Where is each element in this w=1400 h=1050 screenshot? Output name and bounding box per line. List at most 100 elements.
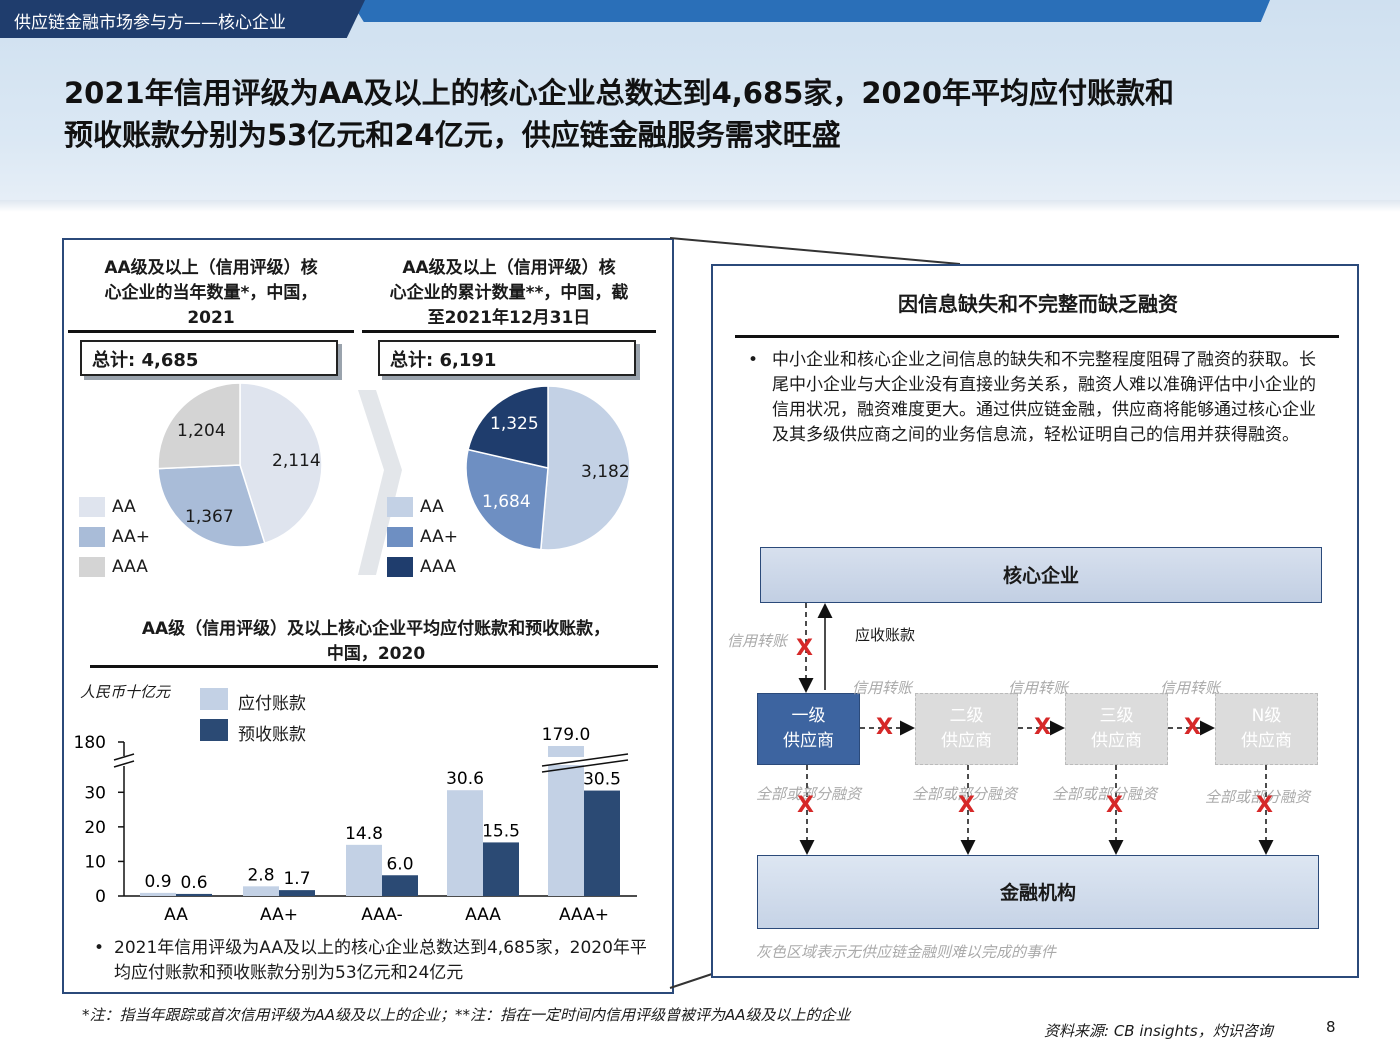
bar-axis-break-mark: [113, 760, 135, 768]
supplier-tier-1-line-2: 供应商: [783, 731, 834, 751]
pie2-label-aaa: 1,325: [490, 414, 539, 434]
bar-aaa-series-2: [483, 842, 519, 896]
x-mark-finance-2: X: [958, 793, 975, 818]
financial-institution-box: 金融机构: [757, 855, 1319, 929]
tier-link-label-3: 信用转账: [1160, 679, 1221, 697]
bar-value-label: 6.0: [386, 854, 413, 874]
bar-category-label: AA: [164, 905, 188, 925]
legend2-swatch-aaa: [387, 557, 413, 577]
finance-link-label-3: 全部或部分融资: [1052, 785, 1158, 803]
right-bullet-dot: •: [748, 350, 759, 370]
left-bullet: • 2021年信用评级为AA及以上的核心企业总数达到4,685家，2020年平均…: [94, 936, 656, 986]
bar-value-label: 2.8: [247, 865, 274, 885]
pie2-title-line-1: AA级及以上（信用评级）核: [402, 258, 616, 278]
left-bullet-dot: •: [94, 938, 105, 958]
bar-value-label: 179.0: [542, 725, 591, 745]
x-mark-tier-3: X: [1184, 715, 1201, 740]
pie1-slice-aaa: [157, 382, 241, 470]
pie1-title-line-1: AA级及以上（信用评级）核: [104, 258, 318, 278]
source-note: 资料来源: CB insights，灼识咨询: [1044, 1022, 1273, 1040]
bar-value-label: 30.6: [446, 769, 484, 789]
pie-transition-arrow: [358, 390, 402, 575]
bar-aa-series-1: [140, 892, 176, 896]
x-mark-finance-3: X: [1106, 793, 1123, 818]
supplier-tier-3-line-1: 三级: [1099, 706, 1134, 726]
page-title-line-2: 预收账款分别为53亿元和24亿元，供应链金融服务需求旺盛: [64, 118, 841, 152]
bar-axis-break-mark: [113, 753, 135, 761]
legend1-swatch-aa-plus: [79, 527, 105, 547]
bar-break-mark: [541, 759, 629, 773]
pie1-label-aaa: 1,204: [177, 421, 226, 441]
bar-category-label: AAA: [465, 905, 501, 925]
core-enterprise-box: 核心企业: [760, 547, 1322, 603]
pie2-slice-aaa: [467, 385, 549, 469]
left-bullet-text: 2021年信用评级为AA及以上的核心企业总数达到4,685家，2020年平均应付…: [114, 938, 647, 983]
bar-aaa--series-1: [346, 844, 382, 896]
bar-y-tick-label: 0: [95, 887, 106, 907]
supplier-tier-2: 二级 供应商: [915, 693, 1018, 765]
bar-value-label: 0.6: [180, 873, 207, 893]
bar-legend-label-advance: 预收账款: [238, 725, 306, 745]
bar-category-label: AA+: [260, 905, 298, 925]
legend2-swatch-aa: [387, 497, 413, 517]
bar-category-label: AAA+: [559, 905, 609, 925]
bar-break-mark: [541, 753, 629, 767]
bar-aaa-plus-series-2: [584, 790, 620, 896]
pie2-slice-aa-plus: [465, 448, 549, 551]
legend1-label-aa: AA: [112, 497, 136, 517]
bar-y-tick-label: 20: [84, 818, 106, 838]
legend2-label-aa-plus: AA+: [420, 527, 458, 547]
legend2-label-aaa: AAA: [420, 557, 456, 577]
page-number: 8: [1326, 1018, 1336, 1036]
bar-y-tick-label: 10: [84, 852, 106, 872]
bar-aaa--series-2: [382, 875, 418, 896]
bar-value-label: 30.5: [583, 770, 621, 790]
legend1-swatch-aa: [79, 497, 105, 517]
supplier-tier-3-line-2: 供应商: [1091, 731, 1142, 751]
tier-link-label-2: 信用转账: [1008, 679, 1069, 697]
header-accent-bar: [350, 0, 1270, 22]
flow-arrows: [798, 603, 1274, 855]
pie-charts: [157, 382, 631, 575]
pie2-label-aa-plus: 1,684: [482, 492, 531, 512]
right-bullet: • 中小企业和核心企业之间信息的缺失和不完整程度阻碍了融资的获取。长尾中小企业与…: [748, 348, 1318, 448]
pie1-title-line-2: 心企业的当年数量*，中国，: [104, 283, 318, 303]
bar-chart-unit: 人民币十亿元: [80, 683, 171, 701]
supplier-tier-n: N级 供应商: [1215, 693, 1318, 765]
bar-chart: 0 10 20 30 180 0.9 0.6 AA 2.8 1.7 AA+ 14.86.0 AAA- 30…: [74, 725, 637, 925]
legend1-swatch-aaa: [79, 557, 105, 577]
pie2-title-line-2: 心企业的累计数量**，中国，截: [389, 283, 629, 303]
pie2-label-aa: 3,182: [581, 462, 630, 482]
pie1-title-line-3: 2021: [187, 308, 235, 328]
legend1-label-aa-plus: AA+: [112, 527, 150, 547]
x-mark-tier-2: X: [1034, 715, 1051, 740]
bar-chart-title: AA级（信用评级）及以上核心企业平均应付账款和预收账款， 中国，2020: [80, 617, 672, 667]
bar-aa-plus-series-2: [279, 890, 315, 896]
credit-transfer-label-core: 信用转账: [727, 632, 788, 650]
supplier-tier-2-line-1: 二级: [949, 706, 984, 726]
pie2-title-rule: [362, 330, 656, 333]
legend2-swatch-aa-plus: [387, 527, 413, 547]
supplier-tier-2-line-2: 供应商: [941, 731, 992, 751]
pie2: [465, 385, 631, 551]
section-tab-label: 供应链金融市场参与方——核心企业: [14, 13, 286, 33]
bar-aaa-series-1: [447, 790, 483, 896]
bar-y-tick-label: 30: [84, 783, 106, 803]
x-mark-core: X: [796, 636, 813, 661]
pie1: [157, 382, 323, 548]
x-mark-tier-1: X: [876, 715, 893, 740]
tier-link-label-1: 信用转账: [852, 679, 913, 697]
bar-value-label: 0.9: [144, 872, 171, 892]
section-tab: [0, 0, 365, 38]
supplier-tier-1: 一级 供应商: [757, 693, 860, 765]
pie1-slice-aa-plus: [157, 464, 266, 548]
finance-link-label-2: 全部或部分融资: [912, 785, 1018, 803]
bar-chart-title-rule: [90, 665, 658, 668]
bar-y-tick-label: 180: [74, 733, 106, 753]
pie2-title: AA级及以上（信用评级）核 心企业的累计数量**，中国，截 至2021年12月3…: [364, 256, 654, 331]
x-mark-finance-4: X: [1256, 793, 1273, 818]
bar-value-label: 14.8: [345, 824, 383, 844]
bar-legend-swatch-payable: [200, 688, 228, 710]
bar-legend-swatch-advance: [200, 719, 228, 741]
supplier-tier-1-line-1: 一级: [791, 706, 826, 726]
